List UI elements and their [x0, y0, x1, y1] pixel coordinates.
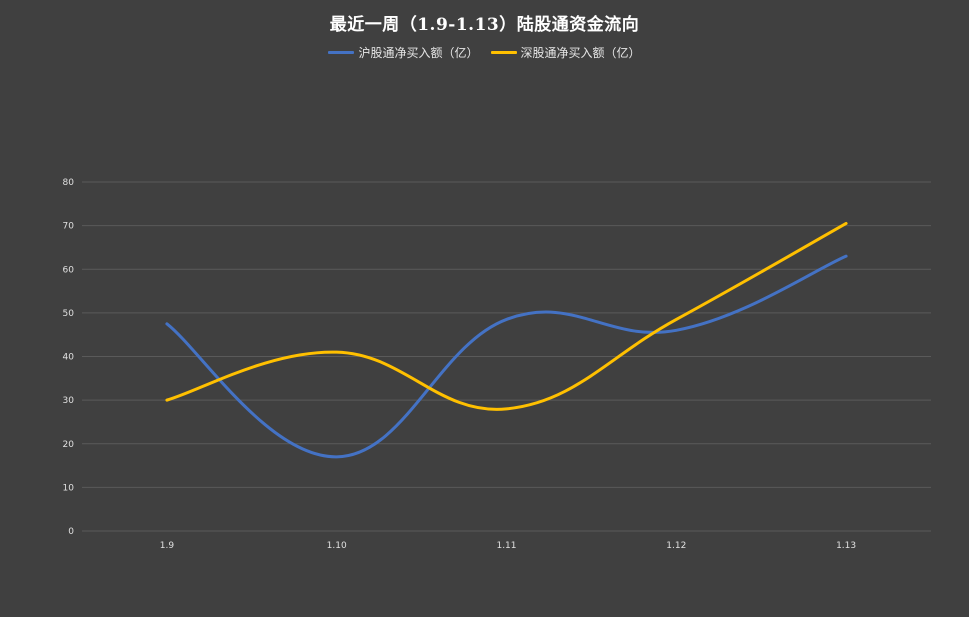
legend-item-sz[interactable]: 深股通净买入额（亿） — [490, 44, 641, 61]
y-tick-label: 80 — [63, 178, 75, 188]
y-tick-label: 50 — [63, 309, 75, 319]
legend-label-sz: 深股通净买入额（亿） — [520, 46, 641, 60]
data-point-s0-1[interactable] — [334, 454, 340, 460]
data-point-s1-0[interactable] — [164, 397, 170, 403]
y-tick-label: 20 — [63, 440, 75, 450]
series-line-0[interactable] — [165, 254, 848, 459]
x-tick-label: 1.12 — [666, 541, 686, 551]
data-point-s0-3[interactable] — [673, 327, 679, 333]
y-tick-label: 70 — [63, 222, 75, 232]
chart-title: 最近一周（1.9-1.13）陆股通资金流向 — [329, 15, 640, 35]
data-point-s1-4[interactable] — [843, 220, 849, 226]
x-tick-label: 1.11 — [496, 541, 516, 551]
y-tick-label: 40 — [63, 353, 75, 363]
legend-item-sh[interactable]: 沪股通净买入额（亿） — [328, 44, 479, 61]
y-tick-label: 30 — [63, 396, 75, 406]
y-tick-label: 60 — [63, 265, 75, 275]
x-tick-label: 1.10 — [327, 541, 347, 551]
y-tick-label: 0 — [68, 527, 74, 537]
x-tick-label: 1.13 — [836, 541, 856, 551]
y-tick-label: 10 — [63, 483, 75, 493]
data-point-s0-2[interactable] — [504, 316, 510, 322]
legend: 沪股通净买入额（亿） 深股通净买入额（亿） — [0, 44, 969, 61]
data-point-s0-0[interactable] — [164, 321, 170, 327]
legend-swatch-sh — [328, 51, 355, 54]
data-point-s1-3[interactable] — [673, 316, 679, 322]
series-line-1[interactable] — [165, 221, 848, 411]
data-point-s1-1[interactable] — [334, 349, 340, 355]
legend-swatch-sz — [490, 51, 517, 54]
data-point-s0-4[interactable] — [843, 253, 849, 259]
x-tick-label: 1.9 — [160, 541, 175, 551]
data-point-s1-2[interactable] — [504, 406, 510, 412]
legend-label-sh: 沪股通净买入额（亿） — [358, 46, 479, 60]
